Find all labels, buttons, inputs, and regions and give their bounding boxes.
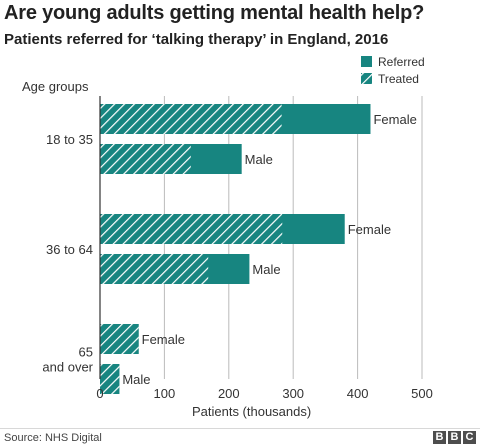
treated-bar xyxy=(100,104,282,134)
group-label: 65 xyxy=(79,345,93,360)
source-note: Source: NHS Digital xyxy=(4,432,102,444)
treated-bar xyxy=(100,214,283,244)
chart-title: Are young adults getting mental health h… xyxy=(4,2,425,24)
treated-bar xyxy=(100,364,120,394)
x-tick-label: 100 xyxy=(154,386,176,401)
x-tick-label: 0 xyxy=(96,386,103,401)
bar-chart: Age groups Female Male 18 to 35 Female Male 36… xyxy=(22,55,433,419)
treated-bar xyxy=(100,144,191,174)
bar-label: Female xyxy=(373,112,416,127)
legend-label: Treated xyxy=(378,72,419,86)
group-label: and over xyxy=(42,360,93,375)
bars xyxy=(100,104,371,394)
bar-label: Male xyxy=(245,152,273,167)
bar-label: Female xyxy=(142,332,185,347)
x-tick-label: 500 xyxy=(411,386,433,401)
legend-swatch xyxy=(361,56,372,67)
x-tick-label: 200 xyxy=(218,386,240,401)
logo-letter: B xyxy=(433,431,446,444)
bar-label: Male xyxy=(122,372,150,387)
group-label: 36 to 64 xyxy=(46,242,93,257)
group-label: 18 to 35 xyxy=(46,132,93,147)
bar-label: Female xyxy=(348,222,391,237)
bar-label: Male xyxy=(252,262,280,277)
treated-bar xyxy=(100,254,209,284)
chart-subtitle: Patients referred for ‘talking therapy’ … xyxy=(4,31,389,48)
group-axis-label: Age groups xyxy=(22,79,89,94)
logo-letter: C xyxy=(463,431,476,444)
legend: Referred Treated xyxy=(361,55,425,86)
legend-swatch xyxy=(361,73,372,84)
footer-divider xyxy=(0,428,480,429)
x-tick-label: 400 xyxy=(347,386,369,401)
logo-letter: B xyxy=(448,431,461,444)
treated-bar xyxy=(100,324,139,354)
x-tick-label: 300 xyxy=(282,386,304,401)
x-axis-title: Patients (thousands) xyxy=(192,404,311,419)
bbc-logo: B B C xyxy=(433,431,476,444)
x-axis: 0 100 200 300 400 500 Patients (thousands) xyxy=(96,96,433,419)
bar-labels: Age groups Female Male 18 to 35 Female Male 36… xyxy=(22,79,417,387)
legend-label: Referred xyxy=(378,55,425,69)
